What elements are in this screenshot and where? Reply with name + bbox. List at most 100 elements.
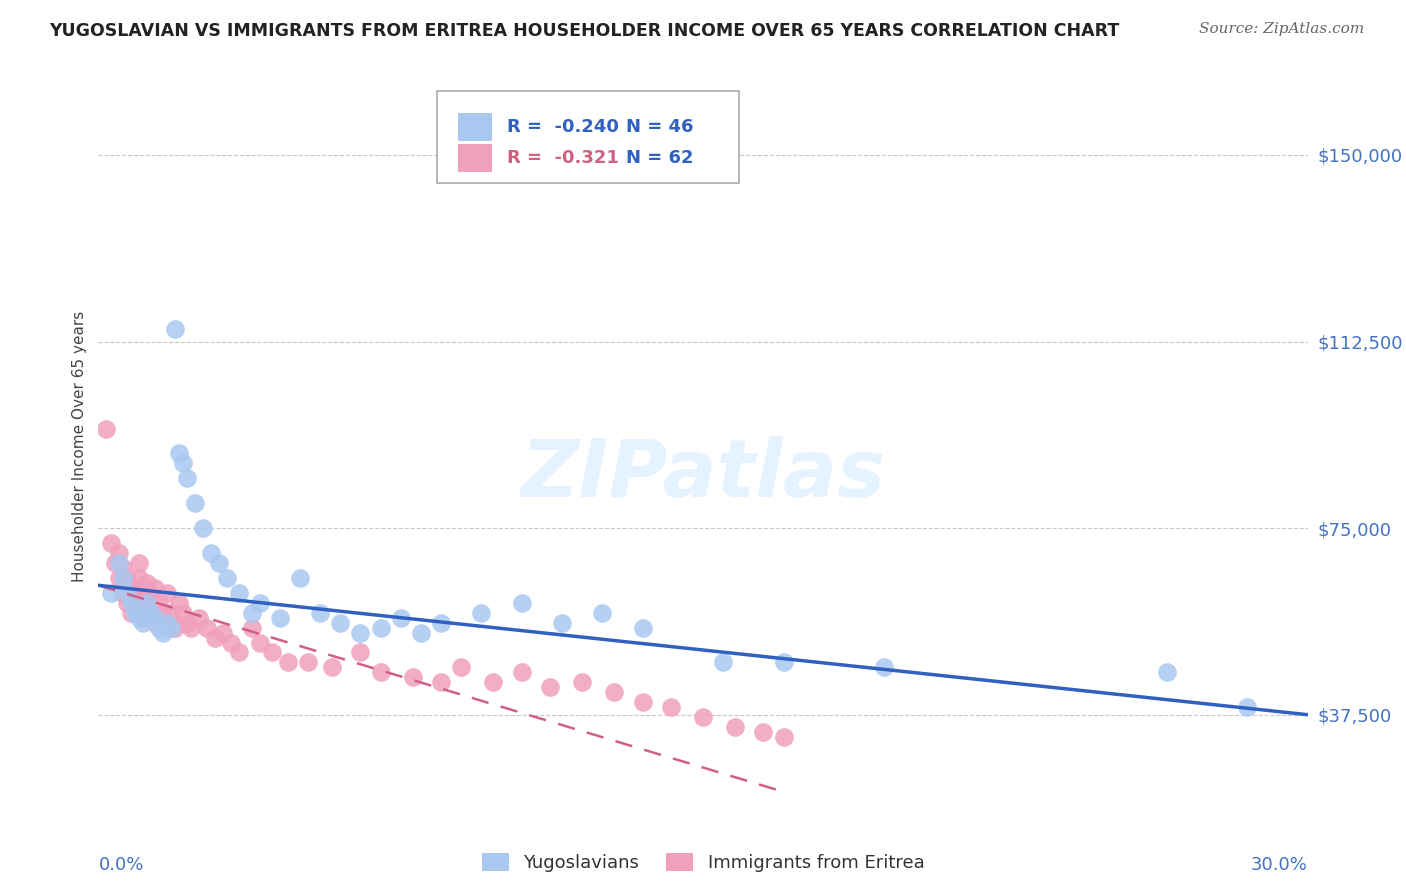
Point	[128, 610, 150, 624]
Point	[148, 621, 170, 635]
Point	[297, 656, 319, 670]
Point	[200, 546, 222, 560]
Point	[111, 571, 134, 585]
Text: R =  -0.240: R = -0.240	[506, 118, 619, 136]
Point	[100, 586, 122, 600]
Point	[163, 621, 186, 635]
Point	[228, 645, 250, 659]
Text: ZIPatlas: ZIPatlas	[520, 436, 886, 515]
Y-axis label: Householder Income Over 65 years: Householder Income Over 65 years	[72, 310, 87, 582]
Point	[309, 606, 332, 620]
Text: R =  -0.321: R = -0.321	[506, 149, 619, 167]
Point	[260, 645, 283, 659]
Point	[772, 656, 794, 670]
Point	[128, 556, 150, 570]
Point	[156, 586, 179, 600]
Point	[160, 621, 183, 635]
Point	[143, 615, 166, 630]
Point	[349, 645, 371, 659]
Point	[240, 606, 263, 620]
Point	[124, 606, 146, 620]
Point	[139, 586, 162, 600]
Point	[167, 446, 190, 460]
Point	[450, 660, 472, 674]
Point	[724, 720, 747, 734]
Point	[217, 571, 239, 585]
Point	[172, 457, 194, 471]
Point	[139, 606, 162, 620]
Point	[107, 556, 129, 570]
Point	[277, 656, 299, 670]
Point	[692, 710, 714, 724]
Point	[128, 581, 150, 595]
Point	[143, 610, 166, 624]
Point	[249, 596, 271, 610]
Point	[180, 621, 202, 635]
Legend: Yugoslavians, Immigrants from Eritrea: Yugoslavians, Immigrants from Eritrea	[474, 846, 932, 880]
Point	[148, 596, 170, 610]
Point	[409, 625, 432, 640]
Point	[208, 556, 231, 570]
Point	[107, 571, 129, 585]
FancyBboxPatch shape	[457, 145, 492, 172]
Point	[510, 665, 533, 680]
Text: N = 62: N = 62	[626, 149, 693, 167]
Point	[482, 675, 505, 690]
Point	[571, 675, 593, 690]
Point	[195, 621, 218, 635]
Point	[873, 660, 896, 674]
Point	[752, 725, 775, 739]
Point	[167, 596, 190, 610]
FancyBboxPatch shape	[457, 113, 492, 141]
Point	[389, 610, 412, 624]
Point	[111, 561, 134, 575]
Point	[430, 615, 453, 630]
Point	[188, 610, 211, 624]
Point	[370, 665, 392, 680]
Point	[132, 615, 155, 630]
Point	[152, 606, 174, 620]
Point	[772, 730, 794, 744]
Point	[107, 546, 129, 560]
Point	[591, 606, 613, 620]
Text: YUGOSLAVIAN VS IMMIGRANTS FROM ERITREA HOUSEHOLDER INCOME OVER 65 YEARS CORRELAT: YUGOSLAVIAN VS IMMIGRANTS FROM ERITREA H…	[49, 22, 1119, 40]
Point	[172, 606, 194, 620]
Point	[120, 606, 142, 620]
Point	[115, 586, 138, 600]
Point	[124, 596, 146, 610]
Point	[103, 556, 125, 570]
Point	[212, 625, 235, 640]
Point	[115, 571, 138, 585]
Point	[288, 571, 311, 585]
Point	[221, 635, 243, 649]
FancyBboxPatch shape	[437, 91, 740, 183]
Point	[659, 700, 682, 714]
Text: N = 46: N = 46	[626, 118, 693, 136]
Point	[430, 675, 453, 690]
Point	[370, 621, 392, 635]
Point	[160, 606, 183, 620]
Point	[120, 581, 142, 595]
Point	[204, 631, 226, 645]
Point	[100, 536, 122, 550]
Text: 0.0%: 0.0%	[98, 855, 143, 873]
Point	[1156, 665, 1178, 680]
Point	[96, 421, 118, 435]
Point	[470, 606, 492, 620]
Point	[510, 596, 533, 610]
Point	[349, 625, 371, 640]
Point	[115, 596, 138, 610]
Point	[269, 610, 291, 624]
Point	[120, 596, 142, 610]
Point	[148, 610, 170, 624]
Point	[193, 521, 215, 535]
Point	[176, 471, 198, 485]
Point	[321, 660, 343, 674]
Point	[551, 615, 574, 630]
Point	[631, 695, 654, 709]
Point	[132, 610, 155, 624]
Point	[124, 586, 146, 600]
Point	[163, 322, 186, 336]
Point	[156, 615, 179, 630]
Point	[143, 581, 166, 595]
